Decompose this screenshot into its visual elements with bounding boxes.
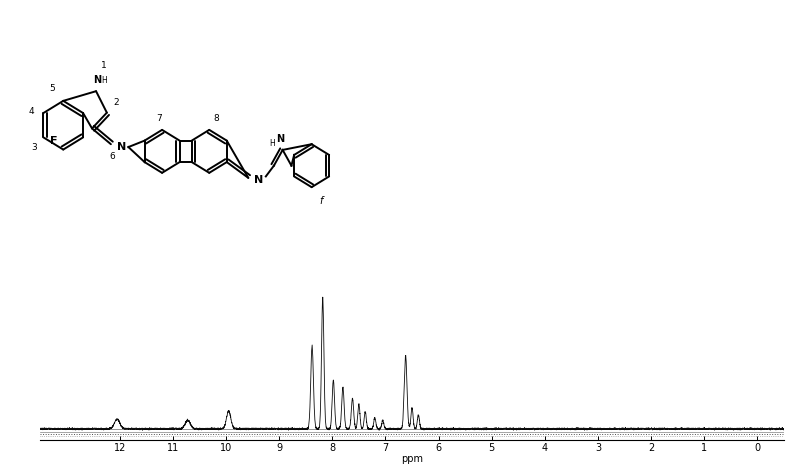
Text: 4: 4 [28, 107, 34, 116]
Text: 7: 7 [156, 114, 162, 123]
Text: F: F [50, 136, 58, 146]
Text: 3: 3 [31, 143, 37, 152]
Text: N: N [254, 175, 264, 185]
Text: H: H [270, 140, 275, 149]
Text: N: N [117, 142, 126, 152]
Text: N: N [276, 134, 284, 144]
Text: 1: 1 [102, 61, 107, 70]
Text: H: H [102, 76, 107, 85]
Text: 2: 2 [114, 98, 119, 107]
Text: 5: 5 [50, 84, 55, 93]
Text: f: f [319, 196, 322, 206]
Text: 8: 8 [213, 114, 219, 123]
Text: 6: 6 [110, 152, 115, 161]
X-axis label: ppm: ppm [401, 454, 423, 464]
Text: N: N [93, 75, 101, 85]
